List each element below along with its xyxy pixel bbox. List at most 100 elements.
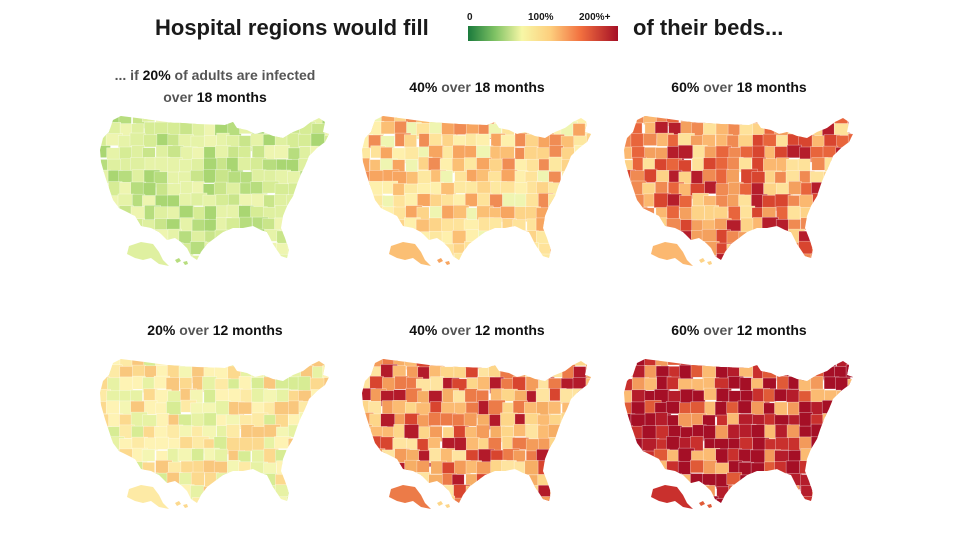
region-cell xyxy=(227,266,240,272)
region-cell xyxy=(788,181,802,195)
region-cell xyxy=(322,217,329,234)
region-cell xyxy=(239,472,253,491)
region-cell xyxy=(312,230,326,244)
title-text: over xyxy=(175,322,213,338)
region-cell xyxy=(264,242,278,259)
region-cell xyxy=(585,401,591,414)
region-cell xyxy=(585,435,591,452)
region-cell xyxy=(250,359,268,371)
region-cell xyxy=(525,485,539,502)
region-cell xyxy=(753,268,768,272)
region-cell xyxy=(299,218,318,233)
title-left: Hospital regions would fill xyxy=(155,15,429,40)
region-cell xyxy=(311,359,329,369)
region-cell xyxy=(823,472,836,488)
region-cell xyxy=(835,483,850,499)
region-cell xyxy=(464,193,479,207)
region-cell xyxy=(585,424,591,438)
region-cell xyxy=(701,228,719,242)
region-cell xyxy=(238,229,255,243)
region-cell xyxy=(550,450,563,466)
region-cell xyxy=(362,157,370,173)
region-cell xyxy=(404,359,418,367)
region-cell xyxy=(463,412,478,427)
region-cell xyxy=(381,461,396,477)
region-cell xyxy=(847,207,853,221)
region-cell xyxy=(440,182,457,197)
region-cell xyxy=(585,181,591,199)
region-cell xyxy=(727,255,741,260)
region-cell xyxy=(368,483,383,498)
region-cell xyxy=(362,472,371,489)
region-cell xyxy=(322,461,329,478)
region-cell xyxy=(848,121,853,134)
region-cell xyxy=(631,217,649,233)
region-cell xyxy=(702,485,716,503)
title-pct: 20% xyxy=(147,322,176,338)
region-cell xyxy=(798,359,812,366)
region-cell xyxy=(549,206,567,220)
region-cell xyxy=(132,511,145,516)
region-cell xyxy=(407,268,420,272)
region-cell xyxy=(154,206,169,221)
region-cell xyxy=(100,241,108,258)
region-cell xyxy=(631,496,649,503)
region-cell xyxy=(704,180,717,194)
region-cell xyxy=(571,157,587,175)
region-cell xyxy=(835,473,853,489)
region-cell xyxy=(642,496,657,503)
region-cell xyxy=(848,228,853,244)
region-cell xyxy=(192,206,206,220)
region-cell xyxy=(834,158,851,175)
region-cell xyxy=(624,195,635,208)
hawaii-region xyxy=(699,258,712,265)
region-cell xyxy=(834,436,851,450)
region-cell xyxy=(572,229,590,246)
region-cell xyxy=(324,241,329,259)
region-cell xyxy=(739,437,753,451)
region-cell xyxy=(477,484,495,499)
region-cell xyxy=(202,376,217,391)
region-cell xyxy=(312,508,325,515)
region-cell xyxy=(704,359,720,368)
region-cell xyxy=(465,266,477,272)
region-cell xyxy=(250,486,266,500)
region-cell xyxy=(551,509,568,515)
region-cell xyxy=(286,229,304,247)
region-cell xyxy=(845,364,853,378)
region-cell xyxy=(703,122,719,137)
title-duration: 12 months xyxy=(736,322,807,338)
legend-tick-100: 100% xyxy=(528,12,554,23)
region-cell xyxy=(763,474,781,491)
region-cell xyxy=(298,497,313,503)
region-cell xyxy=(105,400,120,416)
region-cell xyxy=(489,217,502,235)
region-cell xyxy=(811,460,829,477)
region-cell xyxy=(119,217,136,231)
region-cell xyxy=(575,509,588,515)
region-cell xyxy=(276,116,293,127)
region-cell xyxy=(454,252,467,260)
us-choropleth-map xyxy=(100,116,329,272)
region-cell xyxy=(751,182,764,196)
region-cell xyxy=(835,411,852,426)
color-legend: 0 100% 200%+ xyxy=(467,9,619,43)
region-cell xyxy=(228,498,244,503)
region-cell xyxy=(359,266,374,272)
region-cell xyxy=(716,253,732,260)
us-choropleth-map xyxy=(362,359,591,515)
region-cell xyxy=(631,474,647,492)
region-cell xyxy=(478,255,493,260)
region-cell xyxy=(560,412,576,428)
region-cell xyxy=(786,485,800,501)
region-cell xyxy=(848,459,853,473)
region-cell xyxy=(774,472,788,488)
region-cell xyxy=(537,460,554,476)
region-cell xyxy=(228,485,242,500)
region-cell xyxy=(624,448,636,463)
region-cell xyxy=(323,168,329,186)
region-cell xyxy=(264,266,278,272)
region-cell xyxy=(562,472,579,490)
region-cell xyxy=(129,132,146,147)
region-cell xyxy=(763,158,778,173)
